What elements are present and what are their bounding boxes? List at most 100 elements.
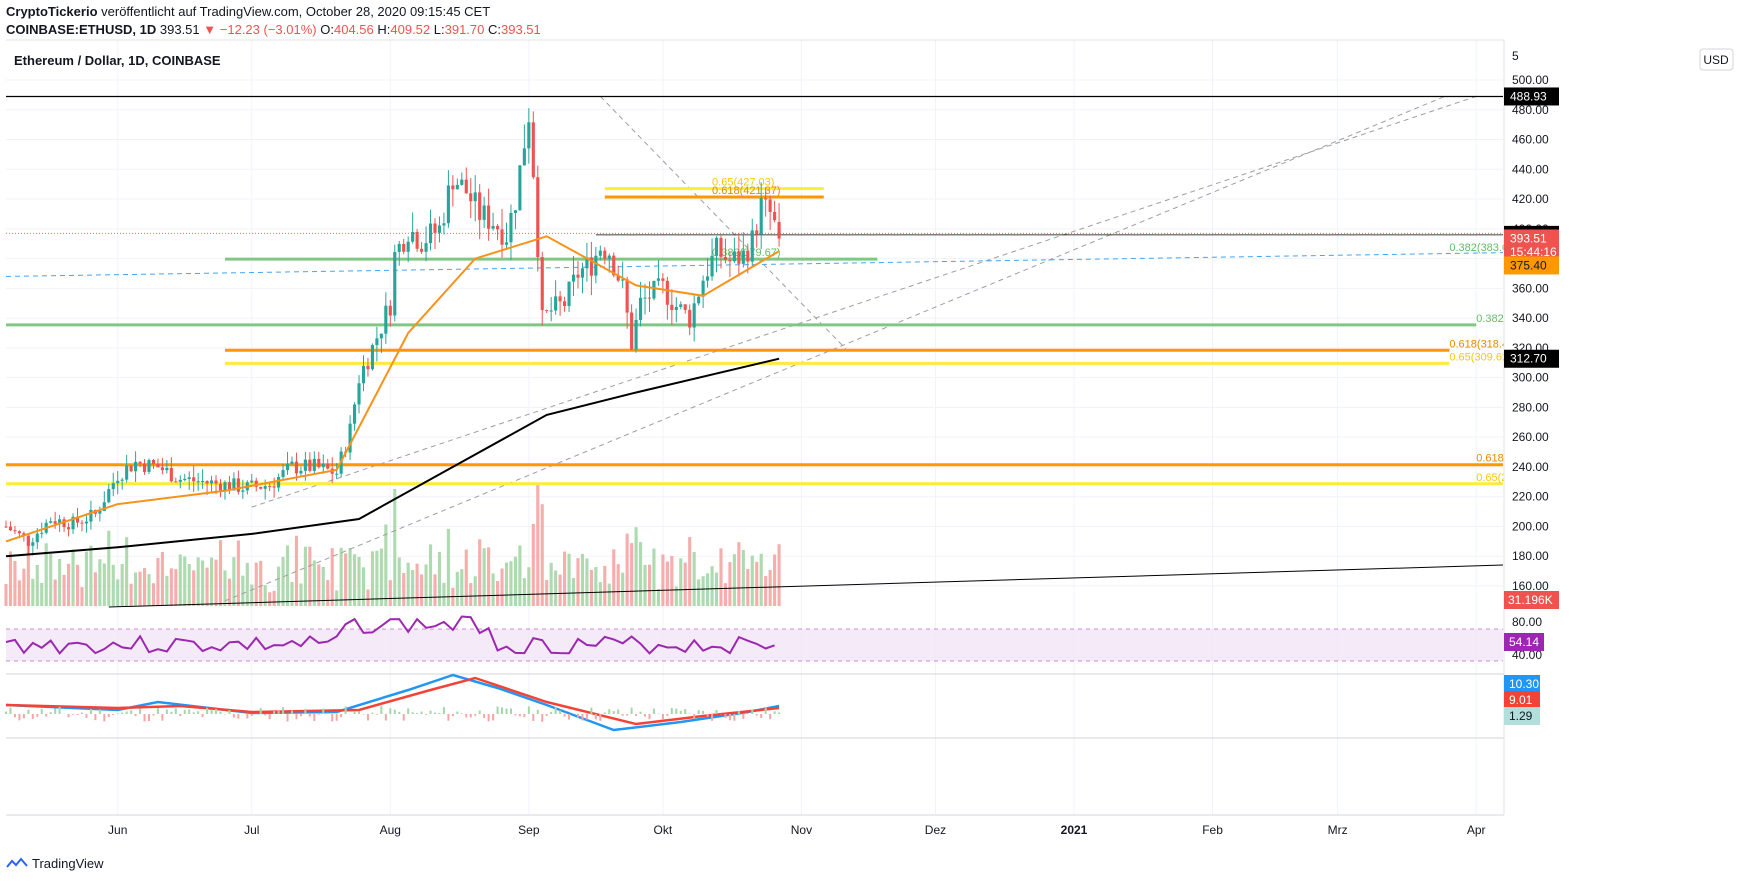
macd-histogram-bar [268,714,271,720]
volume-bar [147,574,151,606]
volume-bar [375,550,379,606]
volume-bar [621,572,625,606]
macd-histogram-bar [711,714,714,721]
candle-body [683,304,687,310]
volume-bar [8,551,13,606]
candle-body [277,477,281,488]
volume-bar [580,553,585,606]
macd-histogram-bar [139,708,142,714]
candle-body [53,521,57,524]
fib-level-label: 0.618(318.40) [1449,338,1518,350]
time-axis[interactable]: Jun Jul Aug Sep Okt Nov Dez 2021 Feb Mrz Apr [108,823,1485,837]
macd-histogram-bar [201,714,204,718]
fib-level-label: 0.618(421.37) [712,185,781,197]
volume-bar [558,574,562,606]
volume-bar [509,561,513,606]
candle-body [759,198,763,235]
tradingview-logo-icon [6,856,28,868]
macd-histogram-bar [228,710,231,714]
macd-histogram-bar [366,714,369,721]
publish-info: CryptoTickerio veröffentlicht auf Tradin… [6,4,490,19]
macd-histogram-bar [36,714,39,717]
macd-histogram-bar [706,714,709,717]
volume-bar [406,562,410,606]
low-label: L: [433,22,445,37]
volume-bar [741,549,745,606]
volume-bar [563,551,567,606]
price-badge-label: 15:44:16 [1510,245,1557,259]
macd-histogram-bar [98,709,101,714]
y-tick-label: 5 [1512,49,1519,63]
candle-body [437,225,442,233]
macd-histogram-bar [290,710,293,714]
macd-histogram-bar [130,710,133,714]
volume-bar [201,560,205,606]
signal-line [5,676,780,726]
macd-histogram-bar [581,714,584,721]
macd-histogram-bar [697,710,700,714]
volume-bar [638,542,643,606]
candle-body [455,184,459,190]
candle-body [272,486,276,488]
macd-histogram-bar [684,709,687,714]
macd-histogram-bar [250,714,253,716]
macd-badge [1504,707,1540,725]
volume-bar [585,558,589,606]
candle-body [241,490,245,492]
candle-body [281,470,285,478]
rsi-pane [5,615,1503,662]
macd-histogram-bar [282,707,285,714]
volume-bar [281,556,285,606]
macd-histogram-bar [340,714,343,718]
volume-bar [35,564,39,606]
volume-bar [142,568,147,606]
candle-body [89,509,93,522]
volume-bar [487,547,491,606]
volume-bar [464,549,468,606]
rsi-tick-label: 80.00 [1512,615,1542,629]
macd-histogram-bar [518,714,521,717]
macd-histogram-bar [76,714,79,715]
candle-body [26,535,30,546]
volume-bar [250,584,254,606]
footer-brand[interactable]: TradingView [6,856,104,871]
candle-body [4,526,8,528]
macd-histogram-bar [755,714,758,716]
macd-histogram-bar [22,714,25,719]
candle-body [129,465,133,472]
candle-body [580,268,585,278]
candle-body [518,165,522,211]
candle-body [549,310,553,312]
macd-histogram-bar [742,714,745,719]
y-tick-label: 260.00 [1512,430,1549,444]
volume-bar [473,576,477,606]
author-name[interactable]: CryptoTickerio [6,4,98,19]
volume-bar [773,554,777,606]
volume-bar [285,545,290,606]
macd-histogram-bar [559,710,562,714]
macd-histogram-bar [259,707,262,714]
open-label: O: [320,22,334,37]
price-axis[interactable]: 160.00 180.00 200.00 220.00 240.00 260.00 280.… [1503,40,1738,830]
down-arrow-icon: ▼ [203,22,217,37]
candle-body [679,304,683,307]
level-badge-label: 488.93 [1510,89,1547,103]
macd-histogram-bar [724,714,727,718]
volume-trend-line [108,564,1504,608]
macd-histogram-bar [483,714,486,718]
macd-histogram-bar [9,707,12,714]
candle-body [647,297,652,299]
volume-bar [714,572,719,606]
currency-button[interactable]: USD [1699,48,1734,71]
candle-body [174,481,178,483]
volume-bar [531,523,535,606]
volume-bar [352,554,357,606]
volume-badge-label: 31.196K [1508,593,1553,607]
macd-histogram-bar [112,714,115,715]
candle-body [513,210,517,213]
candle-body [107,489,111,503]
volume-bar [491,573,495,606]
volume-bar [616,564,620,606]
volume-bar [263,585,267,606]
